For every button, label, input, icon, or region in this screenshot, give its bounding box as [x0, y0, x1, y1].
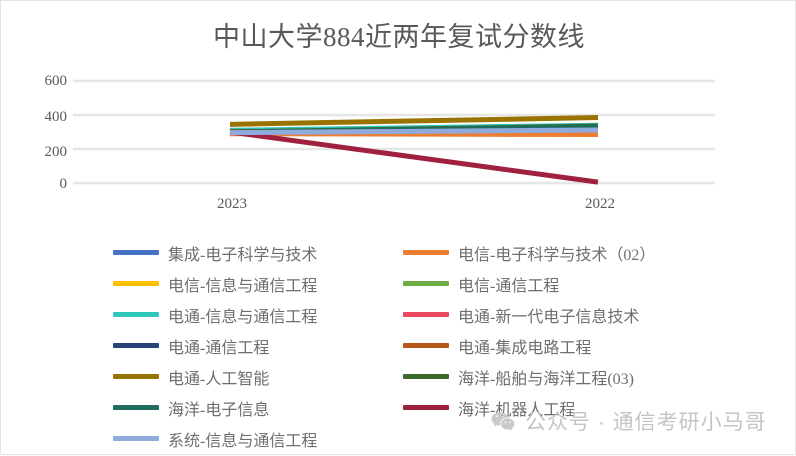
x-tick-2023: 2023 [217, 196, 247, 212]
legend-item[interactable]: 电信-信息与通信工程 [113, 268, 403, 299]
legend-color-swatch [403, 374, 449, 379]
y-tick-0: 0 [59, 176, 68, 192]
watermark-text: 公众号 · 通信考研小马哥 [525, 411, 767, 434]
wechat-icon [491, 412, 515, 431]
legend-item[interactable]: 海洋-船舶与海洋工程(03) [403, 361, 713, 392]
legend-item[interactable]: 电信-电子科学与技术（02） [403, 237, 713, 268]
legend-label: 海洋-电子信息 [168, 401, 270, 419]
legend-color-swatch [403, 250, 449, 255]
series-lines [229, 115, 599, 185]
legend-item[interactable]: 海洋-电子信息 [113, 392, 403, 423]
legend-color-swatch [403, 312, 449, 317]
legend-color-swatch [113, 436, 159, 441]
legend-item[interactable]: 电通-人工智能 [113, 361, 403, 392]
legend-label: 集成-电子科学与技术 [168, 246, 318, 264]
legend-item[interactable]: 电通-信息与通信工程 [113, 299, 403, 330]
series-line[interactable] [229, 129, 599, 185]
legend-label: 系统-信息与通信工程 [168, 432, 318, 450]
y-tick-200: 200 [44, 144, 68, 160]
legend-label: 电信-通信工程 [458, 277, 560, 295]
watermark: 公众号 · 通信考研小马哥 [490, 406, 767, 436]
legend-label: 电信-电子科学与技术（02） [458, 246, 656, 264]
legend-item[interactable]: 电信-通信工程 [403, 268, 713, 299]
legend-color-swatch [113, 343, 159, 348]
chart-legend: 集成-电子科学与技术 电信-电子科学与技术（02） 电信-信息与通信工程 电信-通信工… [113, 237, 713, 454]
y-axis: 600 400 200 0 [1, 1, 68, 456]
legend-label: 电信-信息与通信工程 [168, 277, 318, 295]
legend-label: 海洋-船舶与海洋工程(03) [458, 370, 634, 388]
legend-label: 海洋-机器人工程 [458, 401, 576, 419]
legend-label: 电通-人工智能 [168, 370, 270, 388]
legend-color-swatch [113, 281, 159, 286]
legend-label: 电通-集成电路工程 [458, 339, 592, 357]
legend-color-swatch [113, 374, 159, 379]
x-tick-2022: 2022 [585, 196, 615, 212]
legend-color-swatch [113, 405, 159, 410]
legend-color-swatch [403, 405, 449, 410]
y-tick-600: 600 [44, 73, 68, 89]
x-axis: 2023 2022 [73, 196, 715, 218]
legend-color-swatch [113, 312, 159, 317]
gridlines [73, 79, 715, 185]
legend-item[interactable]: 系统-信息与通信工程 [113, 423, 403, 454]
legend-label: 电通-通信工程 [168, 339, 270, 357]
legend-label: 电通-新一代电子信息技术 [458, 308, 640, 326]
legend-item[interactable]: 电通-集成电路工程 [403, 330, 713, 361]
legend-item[interactable]: 集成-电子科学与技术 [113, 237, 403, 268]
line-chart-svg [73, 79, 715, 185]
legend-color-swatch [113, 250, 159, 255]
legend-color-swatch [403, 281, 449, 286]
series-line[interactable] [229, 127, 599, 136]
y-tick-400: 400 [44, 109, 68, 125]
legend-label: 电通-信息与通信工程 [168, 308, 318, 326]
chart-title: 中山大学884近两年复试分数线 [213, 22, 585, 52]
legend-item[interactable]: 电通-通信工程 [113, 330, 403, 361]
legend-item[interactable]: 电通-新一代电子信息技术 [403, 299, 713, 330]
legend-item[interactable]: 海洋-机器人工程 [403, 392, 713, 423]
legend-color-swatch [403, 343, 449, 348]
series-line[interactable] [229, 115, 599, 127]
plot-area [73, 73, 715, 191]
